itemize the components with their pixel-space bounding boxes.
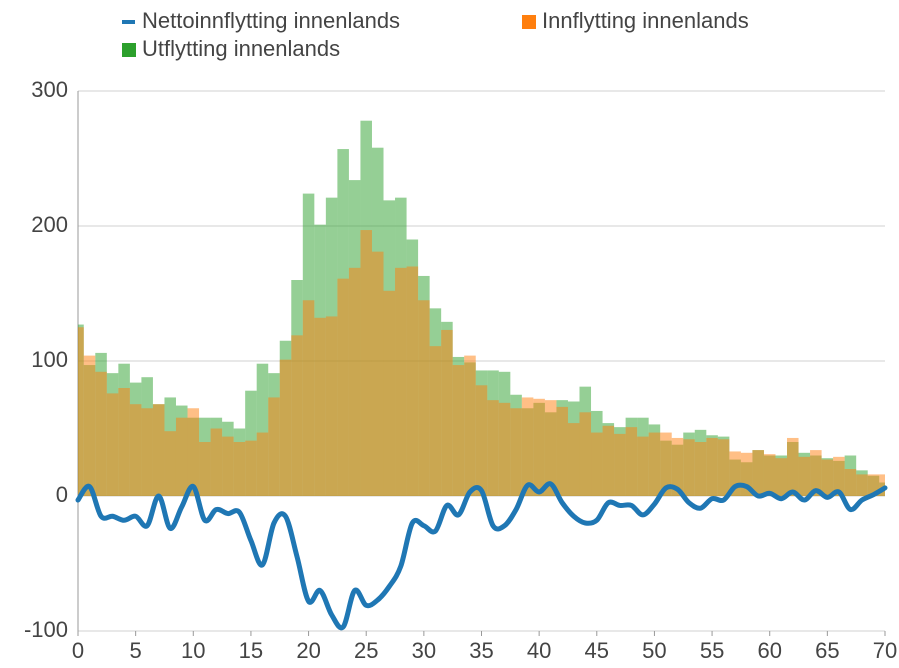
legend-marker xyxy=(522,15,536,29)
bar xyxy=(844,469,857,496)
bar xyxy=(856,474,868,496)
bar xyxy=(487,400,499,496)
line xyxy=(75,481,888,631)
bar xyxy=(706,437,718,496)
bar xyxy=(810,450,822,496)
bar xyxy=(371,251,384,496)
bar xyxy=(187,408,200,496)
bar xyxy=(256,363,269,496)
x-tick-label: 5 xyxy=(130,638,142,663)
bar xyxy=(867,474,880,496)
bar xyxy=(129,404,142,496)
y-tick-label: 0 xyxy=(56,482,68,507)
x-tick-label: 45 xyxy=(585,638,609,663)
bar xyxy=(314,317,326,496)
bar xyxy=(164,431,176,496)
bar xyxy=(268,397,280,496)
bar xyxy=(118,388,130,496)
bar xyxy=(614,433,626,496)
bar xyxy=(464,355,476,496)
bar xyxy=(648,432,661,496)
bar xyxy=(821,459,834,496)
bar xyxy=(175,417,188,496)
bar xyxy=(418,300,430,496)
bar xyxy=(498,402,511,496)
bar xyxy=(152,404,165,496)
legend-marker xyxy=(122,43,136,57)
x-tick-label: 40 xyxy=(527,638,551,663)
bar xyxy=(798,456,811,496)
bar xyxy=(544,400,557,496)
bar xyxy=(406,266,419,496)
bar xyxy=(567,423,580,496)
bar xyxy=(106,393,119,496)
bar xyxy=(95,371,107,496)
bar xyxy=(787,437,799,496)
bar xyxy=(199,442,211,496)
bar xyxy=(602,425,615,496)
legend-label: Nettoinnflytting innenlands xyxy=(142,8,400,33)
bar xyxy=(302,300,315,496)
bar xyxy=(717,439,730,496)
x-tick-label: 10 xyxy=(181,638,205,663)
bar xyxy=(475,385,488,496)
x-tick-label: 65 xyxy=(815,638,839,663)
bar xyxy=(291,335,303,496)
y-tick-label: 200 xyxy=(31,212,68,237)
bar xyxy=(521,397,534,496)
y-tick-label: -100 xyxy=(24,617,68,642)
bar xyxy=(763,454,776,496)
bar xyxy=(222,436,234,496)
bar xyxy=(337,278,349,496)
bar xyxy=(775,458,788,496)
bar xyxy=(683,439,695,496)
bar xyxy=(210,428,223,496)
bar xyxy=(752,450,764,496)
bar xyxy=(141,408,153,496)
bar xyxy=(510,408,522,496)
bar xyxy=(740,452,753,496)
x-tick-label: 30 xyxy=(412,638,436,663)
x-tick-label: 50 xyxy=(642,638,666,663)
x-tick-label: 70 xyxy=(873,638,897,663)
bar xyxy=(360,230,372,497)
bar xyxy=(729,451,741,496)
bar xyxy=(591,432,603,496)
bar xyxy=(533,398,545,496)
bar xyxy=(671,437,684,496)
bar xyxy=(441,329,453,496)
bar xyxy=(429,346,442,496)
bar xyxy=(348,267,361,496)
bar xyxy=(83,355,96,496)
bar xyxy=(625,427,638,496)
legend-label: Innflytting innenlands xyxy=(542,8,749,33)
bar xyxy=(279,359,292,496)
x-tick-label: 15 xyxy=(239,638,263,663)
y-tick-label: 300 xyxy=(31,77,68,102)
bar xyxy=(579,412,592,496)
bar xyxy=(245,440,257,496)
bar xyxy=(395,267,407,496)
y-tick-label: 100 xyxy=(31,347,68,372)
bar xyxy=(452,365,465,496)
bar xyxy=(660,432,672,496)
bar xyxy=(383,290,396,496)
x-tick-label: 60 xyxy=(757,638,781,663)
bar xyxy=(556,406,568,496)
bar xyxy=(325,316,338,496)
legend-label: Utflytting innenlands xyxy=(142,36,340,61)
x-tick-label: 55 xyxy=(700,638,724,663)
x-tick-label: 25 xyxy=(354,638,378,663)
bar xyxy=(637,436,649,496)
bar xyxy=(233,442,246,496)
bar xyxy=(256,432,269,496)
bar xyxy=(78,327,84,496)
x-tick-label: 0 xyxy=(72,638,84,663)
x-tick-label: 20 xyxy=(296,638,320,663)
bar xyxy=(694,442,707,496)
bar xyxy=(833,456,845,496)
bar xyxy=(879,474,885,496)
x-tick-label: 35 xyxy=(469,638,493,663)
